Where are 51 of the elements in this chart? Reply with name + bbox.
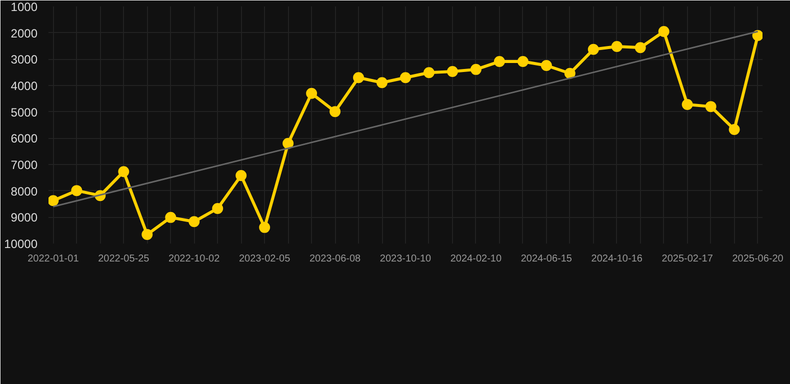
y-tick-label: 5000 <box>10 105 38 120</box>
point <box>658 26 670 38</box>
x-tick-label: 2025-02-17 <box>662 254 714 264</box>
x-tick-label: 2024-06-15 <box>520 254 572 264</box>
x-tick-label: 2025-06-20 <box>732 254 784 264</box>
point <box>705 101 716 112</box>
y-tick-label: 4000 <box>10 79 38 93</box>
x-tick-label: 2023-10-10 <box>380 254 432 264</box>
point <box>165 212 176 223</box>
point <box>71 185 82 196</box>
point <box>752 30 762 41</box>
point <box>259 222 270 233</box>
point <box>564 68 576 79</box>
x-tick-label: 2023-02-05 <box>239 254 291 264</box>
x-tick-label: 2023-06-08 <box>309 254 362 264</box>
y-tick-label: 9000 <box>10 210 38 225</box>
x-tick-label: 2022-10-02 <box>168 254 220 264</box>
point <box>611 41 622 52</box>
point <box>306 88 318 99</box>
point <box>494 56 505 68</box>
point <box>188 216 200 228</box>
y-tick-label: 7000 <box>10 158 38 172</box>
y-tick-label: 6000 <box>10 132 38 146</box>
point <box>236 170 247 182</box>
point <box>728 124 740 135</box>
y-tick-label: 8000 <box>10 184 38 198</box>
x-tick-label: 2024-02-10 <box>450 254 502 264</box>
point <box>212 202 224 214</box>
point <box>118 166 130 178</box>
x-tick-label: 2022-05-25 <box>98 254 150 264</box>
point <box>353 72 364 84</box>
point <box>400 72 411 84</box>
point <box>48 195 59 206</box>
point <box>142 229 153 240</box>
point <box>634 42 646 54</box>
point <box>446 66 458 78</box>
point <box>282 138 294 149</box>
point <box>376 77 388 88</box>
point <box>470 64 482 75</box>
x-tick-label: 2024-10-16 <box>591 254 643 264</box>
point <box>330 106 341 118</box>
point <box>682 98 693 110</box>
point <box>517 56 528 68</box>
point <box>540 60 552 71</box>
y-tick-label: 3000 <box>10 52 38 67</box>
y-tick-label: 10000 <box>4 237 38 251</box>
y-tick-label: 1000 <box>10 0 38 14</box>
x-tick-label: 2022-01-01 <box>28 254 80 264</box>
point <box>588 44 599 55</box>
point <box>423 67 434 78</box>
y-tick-label: 2000 <box>10 26 38 40</box>
